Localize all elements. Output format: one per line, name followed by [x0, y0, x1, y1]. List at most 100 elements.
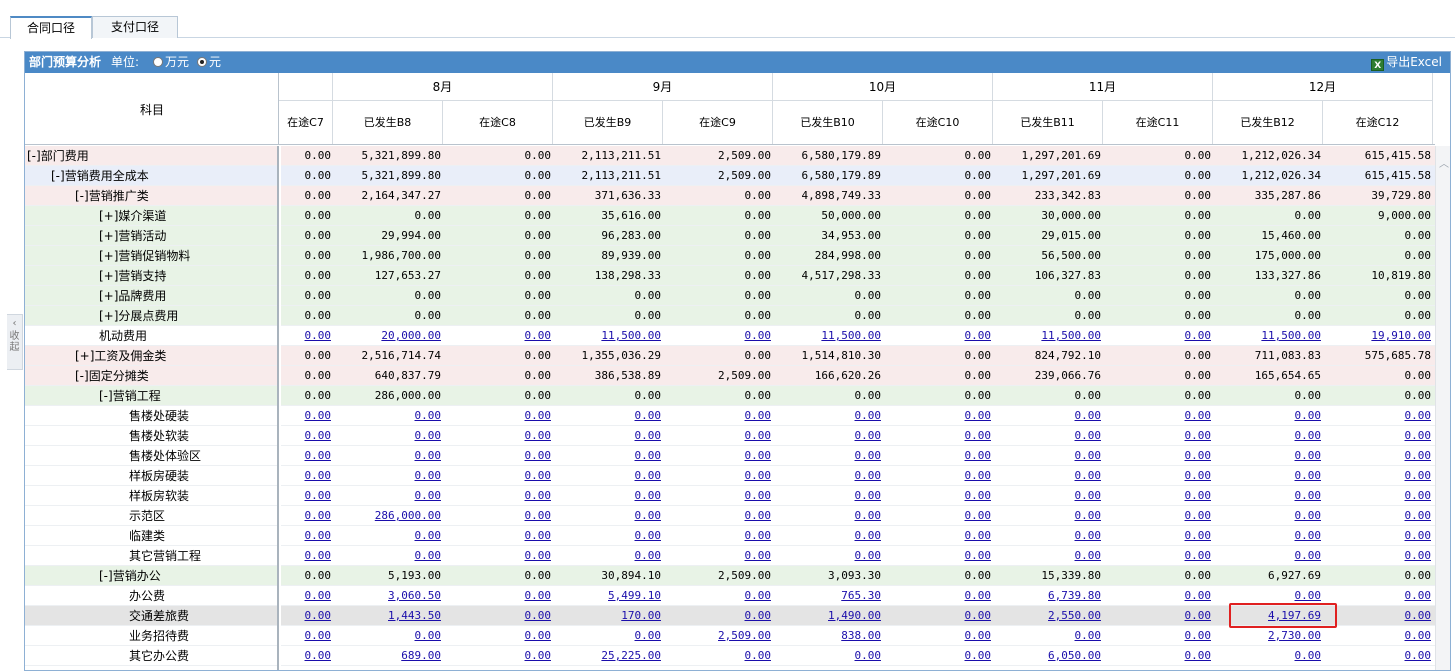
table-cell[interactable]: 0.00 [1404, 629, 1432, 642]
table-row-label[interactable]: 售楼处软装 [25, 426, 277, 446]
table-cell[interactable]: 0.00 [1074, 549, 1102, 562]
table-cell[interactable]: 0.00 [634, 449, 662, 462]
table-cell[interactable]: 0.00 [524, 509, 552, 522]
table-cell[interactable]: 0.00 [1184, 329, 1212, 342]
table-cell[interactable]: 0.00 [304, 629, 332, 642]
table-cell[interactable]: 0.00 [304, 549, 332, 562]
table-cell[interactable]: 0.00 [634, 489, 662, 502]
table-cell[interactable]: 0.00 [744, 429, 772, 442]
table-cell[interactable]: 0.00 [304, 509, 332, 522]
table-cell[interactable]: 1,490.00 [828, 609, 881, 622]
table-cell[interactable]: 0.00 [524, 529, 552, 542]
table-cell[interactable]: 0.00 [744, 509, 772, 522]
table-cell[interactable]: 0.00 [304, 329, 332, 342]
table-cell[interactable]: 6,739.80 [1048, 589, 1101, 602]
table-row-label[interactable]: [+]营销支持 [25, 266, 277, 286]
table-cell[interactable]: 0.00 [744, 409, 772, 422]
table-cell[interactable]: 0.00 [304, 489, 332, 502]
table-row-label[interactable]: 样板房硬装 [25, 466, 277, 486]
table-row-label[interactable]: [+]工资及佣金类 [25, 346, 277, 366]
table-cell[interactable]: 0.00 [964, 549, 992, 562]
vertical-scrollbar[interactable]: ︿ [1435, 146, 1450, 670]
radio-icon[interactable] [153, 57, 163, 67]
table-cell[interactable]: 0.00 [1074, 449, 1102, 462]
table-cell[interactable]: 0.00 [854, 509, 882, 522]
table-cell[interactable]: 0.00 [1404, 429, 1432, 442]
table-cell[interactable]: 0.00 [524, 489, 552, 502]
table-cell[interactable]: 20,000.00 [381, 329, 441, 342]
table-row-label[interactable]: 办公费 [25, 586, 277, 606]
table-row-label[interactable]: 其它营销工程 [25, 546, 277, 566]
table-cell[interactable]: 5,499.10 [608, 589, 661, 602]
column-header[interactable]: 已发生B10 [773, 101, 883, 144]
column-header[interactable]: 在途C7 [279, 101, 333, 144]
table-cell[interactable]: 0.00 [1184, 469, 1212, 482]
table-cell[interactable]: 0.00 [964, 409, 992, 422]
row-subject[interactable]: [-]营销费用全成本 [51, 169, 149, 183]
column-header[interactable]: 已发生B11 [993, 101, 1103, 144]
table-cell[interactable]: 0.00 [1184, 489, 1212, 502]
table-cell[interactable]: 3,060.50 [388, 589, 441, 602]
table-cell[interactable]: 0.00 [854, 469, 882, 482]
column-header[interactable]: 已发生B12 [1213, 101, 1323, 144]
table-row-label[interactable]: [-]营销费用全成本 [25, 166, 277, 186]
table-cell[interactable]: 0.00 [1184, 449, 1212, 462]
table-cell[interactable]: 0.00 [964, 529, 992, 542]
table-cell[interactable]: 0.00 [414, 549, 442, 562]
table-cell[interactable]: 0.00 [1184, 529, 1212, 542]
table-cell[interactable]: 0.00 [854, 529, 882, 542]
table-row-label[interactable]: [+]分展点费用 [25, 306, 277, 326]
row-subject[interactable]: [-]营销工程 [99, 389, 161, 403]
table-cell[interactable]: 0.00 [634, 529, 662, 542]
table-cell[interactable]: 0.00 [1184, 429, 1212, 442]
table-cell[interactable]: 11,500.00 [821, 329, 881, 342]
table-cell[interactable]: 0.00 [1184, 629, 1212, 642]
table-cell[interactable]: 0.00 [634, 429, 662, 442]
tab-payment-basis[interactable]: 支付口径 [92, 16, 178, 38]
table-cell[interactable]: 0.00 [1404, 609, 1432, 622]
row-subject[interactable]: [+]工资及佣金类 [75, 349, 167, 363]
table-cell[interactable]: 0.00 [744, 649, 772, 662]
table-cell[interactable]: 0.00 [854, 429, 882, 442]
table-cell[interactable]: 0.00 [634, 549, 662, 562]
table-cell[interactable]: 6,050.00 [1048, 649, 1101, 662]
unit-option-yuan[interactable]: 元 [197, 52, 221, 73]
table-cell[interactable]: 0.00 [854, 409, 882, 422]
table-cell[interactable]: 0.00 [524, 649, 552, 662]
table-cell[interactable]: 0.00 [304, 609, 332, 622]
table-cell[interactable]: 0.00 [1404, 489, 1432, 502]
table-cell[interactable]: 0.00 [1294, 509, 1322, 522]
table-cell[interactable]: 2,509.00 [718, 629, 771, 642]
table-row-label[interactable]: [-]固定分摊类 [25, 366, 277, 386]
table-cell[interactable]: 4,197.69 [1268, 609, 1321, 622]
row-subject[interactable]: [+]分展点费用 [99, 309, 179, 323]
table-cell[interactable]: 19,910.00 [1371, 329, 1431, 342]
table-cell[interactable]: 0.00 [1074, 629, 1102, 642]
table-cell[interactable]: 0.00 [964, 489, 992, 502]
table-cell[interactable]: 0.00 [414, 409, 442, 422]
table-cell[interactable]: 0.00 [964, 329, 992, 342]
chevron-up-icon[interactable]: ︿ [1439, 159, 1449, 170]
row-subject[interactable]: [+]媒介渠道 [99, 209, 167, 223]
table-cell[interactable]: 0.00 [1294, 449, 1322, 462]
table-cell[interactable]: 0.00 [964, 629, 992, 642]
table-cell[interactable]: 0.00 [964, 589, 992, 602]
table-cell[interactable]: 0.00 [1184, 589, 1212, 602]
table-row-label[interactable]: 交通差旅费 [25, 606, 277, 626]
table-cell[interactable]: 689.00 [401, 649, 441, 662]
table-cell[interactable]: 0.00 [744, 449, 772, 462]
table-cell[interactable]: 0.00 [414, 449, 442, 462]
row-subject[interactable]: [-]营销办公 [99, 569, 161, 583]
table-cell[interactable]: 0.00 [1404, 649, 1432, 662]
table-cell[interactable]: 0.00 [854, 449, 882, 462]
table-cell[interactable]: 0.00 [414, 469, 442, 482]
table-cell[interactable]: 0.00 [964, 449, 992, 462]
table-cell[interactable]: 0.00 [1184, 609, 1212, 622]
table-cell[interactable]: 0.00 [524, 589, 552, 602]
table-cell[interactable]: 11,500.00 [601, 329, 661, 342]
table-cell[interactable]: 0.00 [1294, 489, 1322, 502]
table-row-label[interactable]: [-]营销办公 [25, 566, 277, 586]
table-cell[interactable]: 0.00 [1074, 469, 1102, 482]
table-row-label[interactable]: 示范区 [25, 506, 277, 526]
table-cell[interactable]: 0.00 [744, 589, 772, 602]
